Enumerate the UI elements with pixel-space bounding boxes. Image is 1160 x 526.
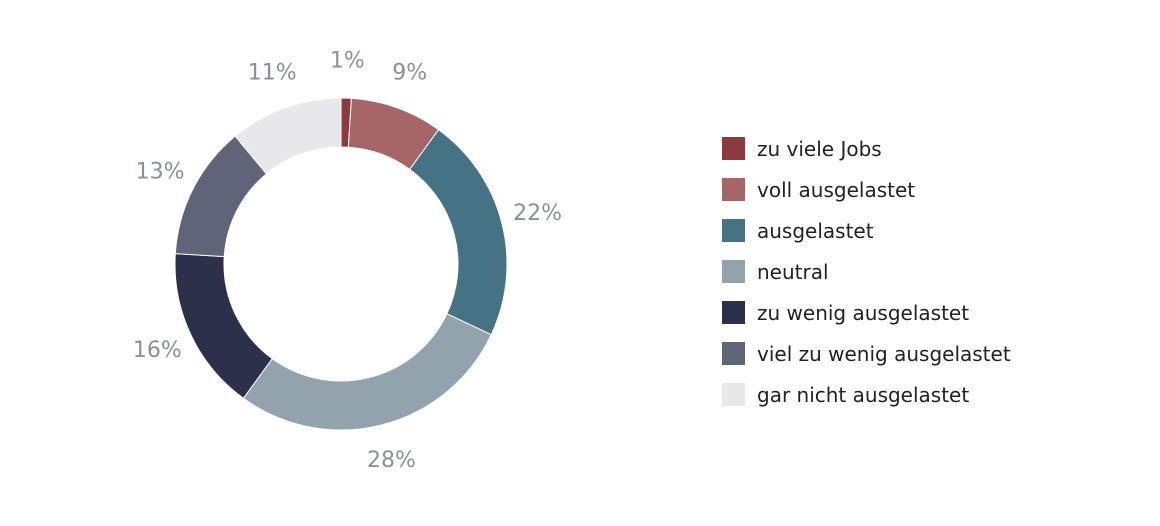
slice-value-label: 22% xyxy=(513,201,562,226)
legend-label: gar nicht ausgelastet xyxy=(757,382,970,407)
slice-value-labels: 1% 9% 22% 28% 16% 13% 11% xyxy=(133,49,562,474)
legend-swatch xyxy=(722,260,745,283)
legend-item: gar nicht ausgelastet xyxy=(722,374,1011,415)
legend-swatch xyxy=(722,301,745,324)
legend-item: zu viele Jobs xyxy=(722,128,1011,169)
donut-slice xyxy=(174,253,273,399)
legend-swatch xyxy=(722,219,745,242)
donut-slice xyxy=(409,129,508,336)
donut-slice xyxy=(242,313,492,431)
legend-swatch xyxy=(722,137,745,160)
legend-item: voll ausgelastet xyxy=(722,169,1011,210)
legend-item: ausgelastet xyxy=(722,210,1011,251)
donut-slice xyxy=(234,97,342,175)
legend-label: ausgelastet xyxy=(757,218,874,243)
legend-label: neutral xyxy=(757,259,829,284)
slice-value-label: 16% xyxy=(133,338,182,363)
legend-item: viel zu wenig ausgelastet xyxy=(722,333,1011,374)
slice-value-label: 28% xyxy=(367,448,416,473)
slice-value-label: 9% xyxy=(392,61,427,86)
slice-value-label: 1% xyxy=(330,49,365,74)
legend-label: zu viele Jobs xyxy=(757,136,882,161)
legend-label: zu wenig ausgelastet xyxy=(757,300,970,325)
legend-label: voll ausgelastet xyxy=(757,177,916,202)
chart-legend: zu viele Jobs voll ausgelastet ausgelastet… xyxy=(722,128,1011,415)
donut-slices xyxy=(174,97,508,431)
legend-swatch xyxy=(722,342,745,365)
legend-label: viel zu wenig ausgelastet xyxy=(757,341,1011,366)
legend-swatch xyxy=(722,178,745,201)
slice-value-label: 13% xyxy=(136,159,185,184)
legend-item: neutral xyxy=(722,251,1011,292)
legend-swatch xyxy=(722,383,745,406)
legend-item: zu wenig ausgelastet xyxy=(722,292,1011,333)
slice-value-label: 11% xyxy=(248,61,297,86)
